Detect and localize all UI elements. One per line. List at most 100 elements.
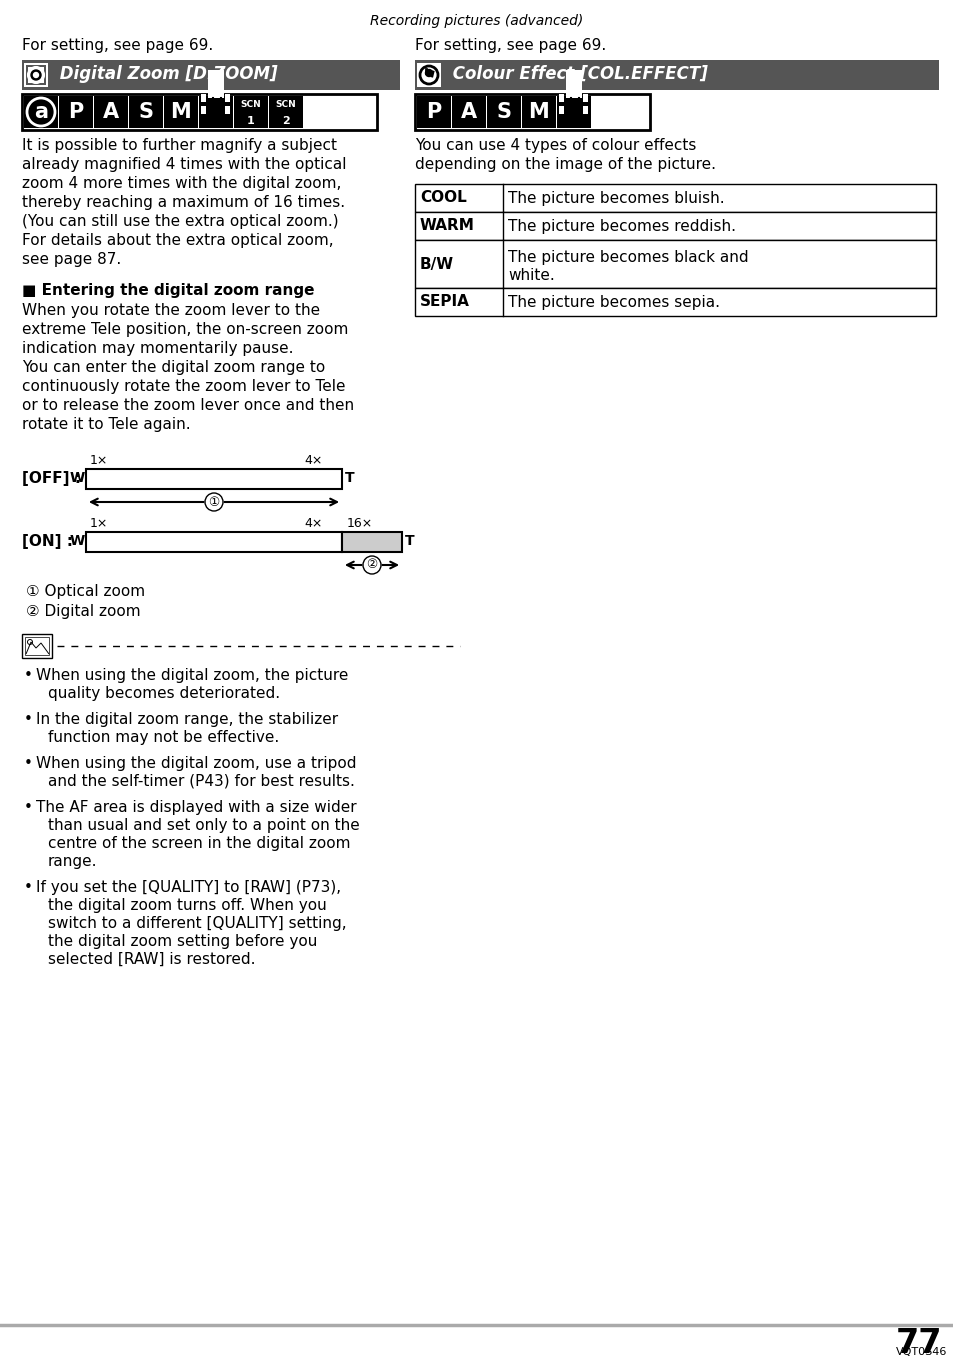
Text: When you rotate the zoom lever to the: When you rotate the zoom lever to the bbox=[22, 303, 320, 318]
Text: Colour Effect [COL.EFFECT]: Colour Effect [COL.EFFECT] bbox=[447, 65, 707, 83]
Text: 4×: 4× bbox=[304, 455, 322, 467]
Text: selected [RAW] is restored.: selected [RAW] is restored. bbox=[48, 953, 255, 968]
Bar bbox=[208, 71, 224, 98]
Bar bbox=[269, 96, 303, 128]
Text: ■ Entering the digital zoom range: ■ Entering the digital zoom range bbox=[22, 284, 314, 299]
Text: •: • bbox=[24, 756, 32, 771]
Text: VQT0S46: VQT0S46 bbox=[895, 1348, 946, 1357]
Text: For setting, see page 69.: For setting, see page 69. bbox=[415, 38, 605, 53]
Text: ② Digital zoom: ② Digital zoom bbox=[26, 604, 140, 619]
Text: white.: white. bbox=[507, 267, 554, 284]
Text: 2: 2 bbox=[282, 115, 290, 126]
Circle shape bbox=[363, 556, 380, 574]
Bar bbox=[22, 634, 52, 658]
Bar bbox=[486, 96, 520, 128]
Bar bbox=[558, 106, 563, 114]
Circle shape bbox=[205, 493, 223, 512]
Text: (You can still use the extra optical zoom.): (You can still use the extra optical zoo… bbox=[22, 214, 338, 229]
Text: see page 87.: see page 87. bbox=[22, 252, 121, 267]
Text: 16×: 16× bbox=[347, 517, 373, 531]
Text: If you set the [QUALITY] to [RAW] (P73),: If you set the [QUALITY] to [RAW] (P73), bbox=[36, 879, 341, 896]
Bar bbox=[565, 71, 581, 98]
Bar bbox=[452, 96, 485, 128]
Text: 77: 77 bbox=[895, 1327, 942, 1357]
Bar bbox=[129, 96, 163, 128]
Text: quality becomes deteriorated.: quality becomes deteriorated. bbox=[48, 687, 280, 702]
Bar bbox=[24, 62, 48, 87]
Text: In the digital zoom range, the stabilizer: In the digital zoom range, the stabilize… bbox=[36, 712, 337, 727]
Text: It is possible to further magnify a subject: It is possible to further magnify a subj… bbox=[22, 138, 336, 153]
Text: function may not be effective.: function may not be effective. bbox=[48, 730, 279, 745]
Text: W: W bbox=[70, 535, 85, 548]
Text: ①: ① bbox=[208, 495, 219, 509]
Text: When using the digital zoom, use a tripod: When using the digital zoom, use a tripo… bbox=[36, 756, 356, 771]
Bar bbox=[415, 212, 935, 240]
Text: S: S bbox=[138, 102, 153, 122]
Text: S: S bbox=[496, 102, 511, 122]
Bar bbox=[22, 60, 399, 90]
Text: SCN: SCN bbox=[275, 100, 296, 109]
Text: 4×: 4× bbox=[304, 517, 322, 531]
Text: When using the digital zoom, the picture: When using the digital zoom, the picture bbox=[36, 668, 348, 683]
Bar bbox=[164, 96, 198, 128]
Text: depending on the image of the picture.: depending on the image of the picture. bbox=[415, 157, 716, 172]
Bar bbox=[86, 532, 341, 552]
Circle shape bbox=[30, 71, 41, 80]
Circle shape bbox=[33, 72, 38, 77]
Text: centre of the screen in the digital zoom: centre of the screen in the digital zoom bbox=[48, 836, 350, 851]
Bar bbox=[582, 106, 587, 114]
Bar bbox=[415, 288, 935, 316]
Text: A: A bbox=[103, 102, 119, 122]
Text: W: W bbox=[70, 471, 85, 484]
Text: The picture becomes sepia.: The picture becomes sepia. bbox=[507, 294, 720, 309]
Bar bbox=[558, 94, 563, 102]
Text: 1×: 1× bbox=[90, 517, 109, 531]
Bar bbox=[233, 96, 268, 128]
Text: •: • bbox=[24, 712, 32, 727]
Text: The picture becomes black and: The picture becomes black and bbox=[507, 250, 748, 265]
Bar bbox=[582, 94, 587, 102]
Text: and the self-timer (P43) for best results.: and the self-timer (P43) for best result… bbox=[48, 773, 355, 788]
Text: You can enter the digital zoom range to: You can enter the digital zoom range to bbox=[22, 360, 325, 375]
Bar bbox=[59, 96, 92, 128]
Text: 1×: 1× bbox=[90, 455, 109, 467]
Text: ②: ② bbox=[366, 559, 377, 571]
Bar bbox=[26, 65, 46, 85]
Text: thereby reaching a maximum of 16 times.: thereby reaching a maximum of 16 times. bbox=[22, 195, 345, 210]
Bar bbox=[22, 94, 376, 130]
Text: T: T bbox=[345, 471, 355, 484]
Text: range.: range. bbox=[48, 854, 97, 868]
Bar bbox=[28, 66, 44, 83]
Text: •: • bbox=[24, 668, 32, 683]
Bar bbox=[225, 106, 230, 114]
Text: You can use 4 types of colour effects: You can use 4 types of colour effects bbox=[415, 138, 696, 153]
Text: already magnified 4 times with the optical: already magnified 4 times with the optic… bbox=[22, 157, 346, 172]
Circle shape bbox=[425, 69, 432, 76]
Bar bbox=[86, 470, 341, 489]
Bar bbox=[521, 96, 556, 128]
Bar bbox=[416, 62, 440, 87]
Bar bbox=[415, 240, 935, 288]
Text: M: M bbox=[528, 102, 549, 122]
Text: or to release the zoom lever once and then: or to release the zoom lever once and th… bbox=[22, 398, 354, 413]
Bar bbox=[415, 185, 935, 212]
Text: P: P bbox=[69, 102, 84, 122]
Text: T: T bbox=[405, 535, 415, 548]
Text: SCN: SCN bbox=[240, 100, 261, 109]
Text: 1: 1 bbox=[247, 115, 254, 126]
Text: ① Optical zoom: ① Optical zoom bbox=[26, 584, 145, 598]
Text: A: A bbox=[460, 102, 476, 122]
Text: rotate it to Tele again.: rotate it to Tele again. bbox=[22, 417, 191, 432]
Text: extreme Tele position, the on-screen zoom: extreme Tele position, the on-screen zoo… bbox=[22, 322, 348, 337]
Text: a: a bbox=[34, 102, 48, 122]
Text: B/W: B/W bbox=[419, 256, 454, 271]
Text: The AF area is displayed with a size wider: The AF area is displayed with a size wid… bbox=[36, 801, 356, 816]
Bar bbox=[415, 94, 649, 130]
Text: For details about the extra optical zoom,: For details about the extra optical zoom… bbox=[22, 233, 334, 248]
Text: [OFF] :: [OFF] : bbox=[22, 471, 81, 486]
Text: P: P bbox=[426, 102, 441, 122]
Text: switch to a different [QUALITY] setting,: switch to a different [QUALITY] setting, bbox=[48, 916, 346, 931]
Bar bbox=[199, 96, 233, 128]
Text: •: • bbox=[24, 879, 32, 896]
Bar bbox=[94, 96, 128, 128]
